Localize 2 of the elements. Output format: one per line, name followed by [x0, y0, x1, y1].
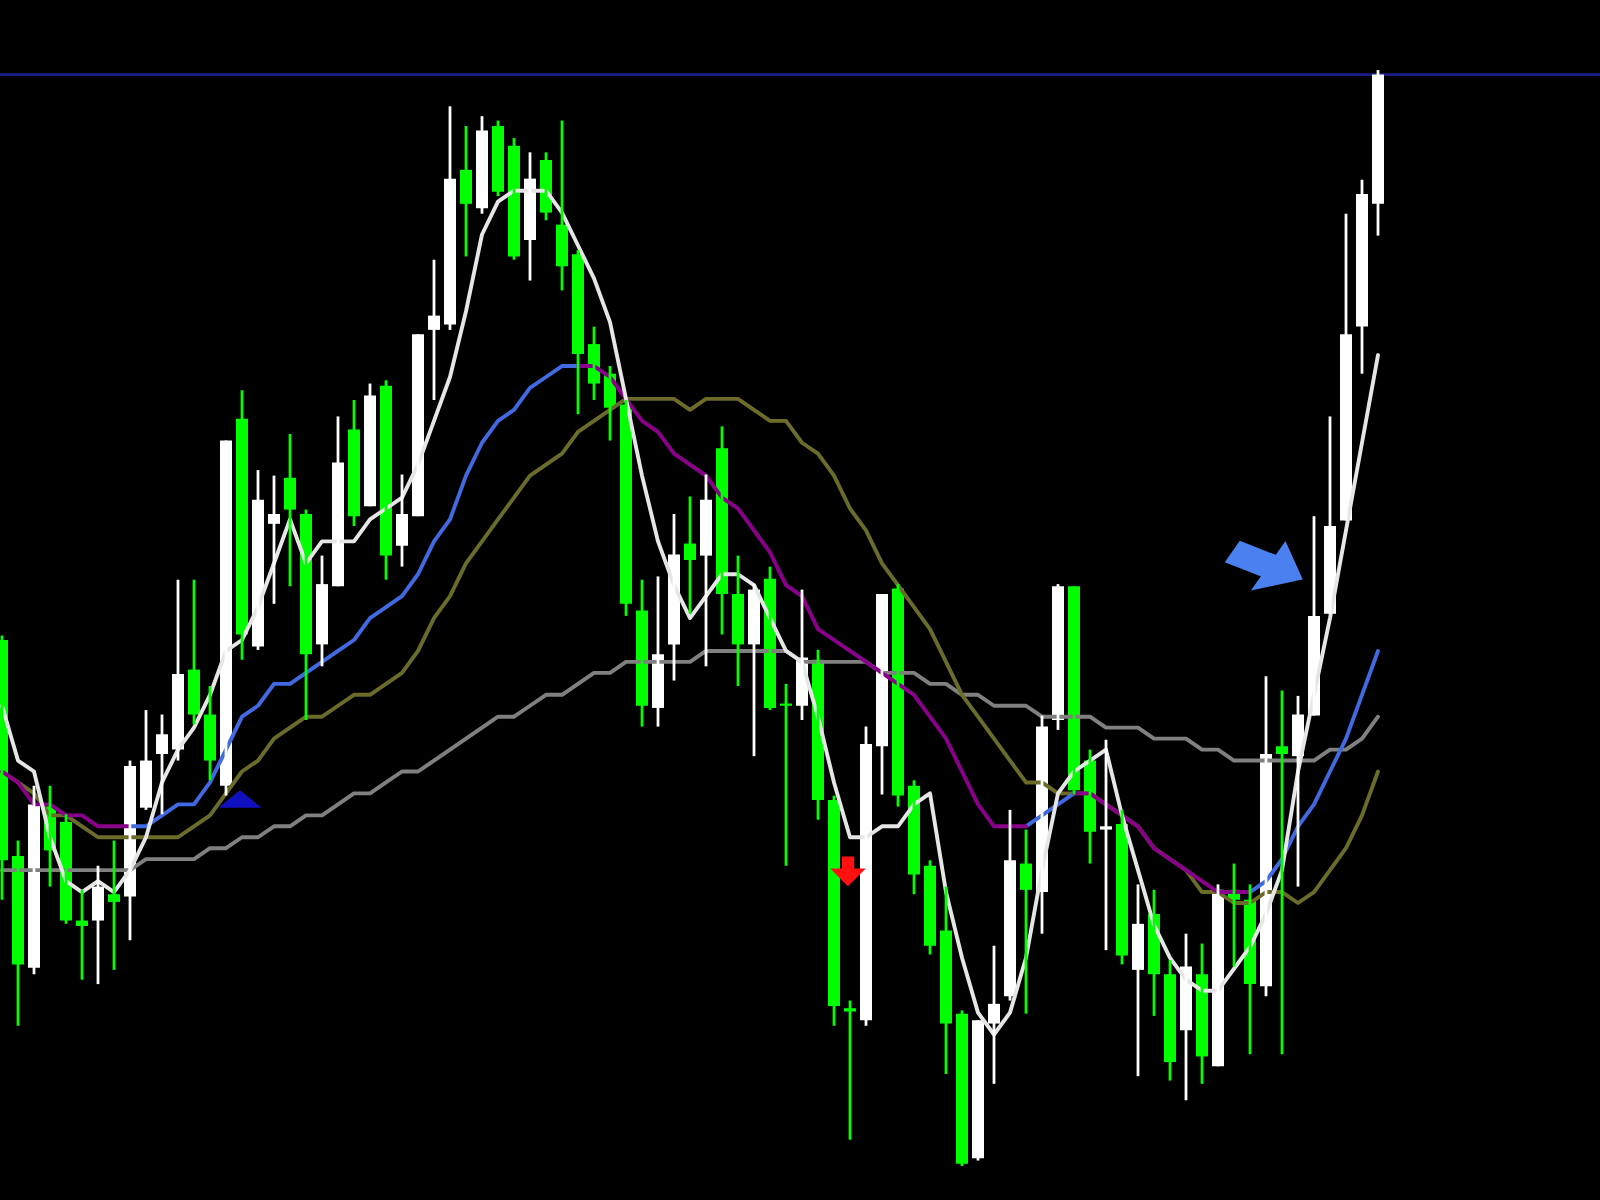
candlestick: [1100, 738, 1112, 952]
candlestick: [844, 999, 856, 1142]
